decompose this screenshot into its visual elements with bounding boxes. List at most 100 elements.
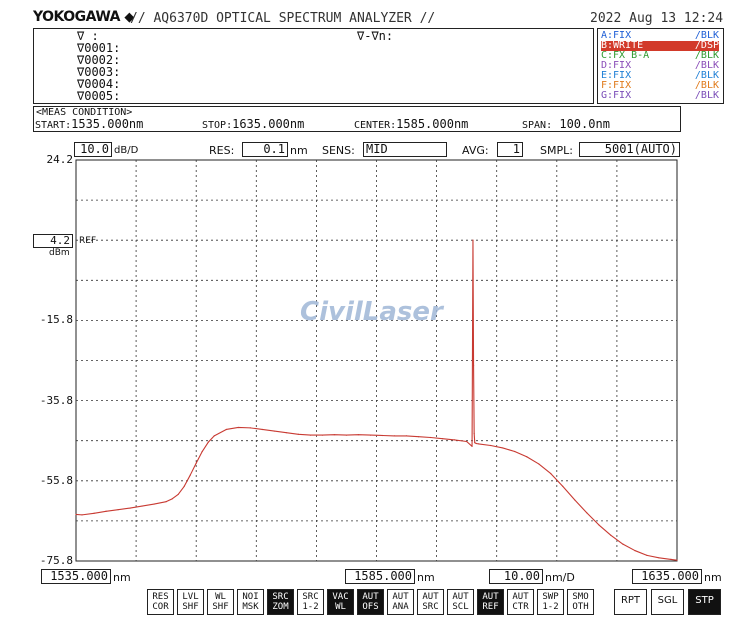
trace-lines — [75, 239, 678, 561]
trace-point — [183, 485, 185, 488]
marker-list: ∇0001: ∇0002: ∇0003: ∇0004: ∇0005: — [77, 42, 120, 102]
meas-center: CENTER:1585.000nm — [354, 118, 468, 132]
softkey-line1: SMO — [572, 592, 589, 602]
trace-item[interactable]: D:FIX/BLK — [601, 61, 719, 71]
softkey-line1: AUT — [512, 592, 529, 602]
trace-point — [333, 434, 336, 436]
trace-item[interactable]: E:FIX/BLK — [601, 71, 719, 81]
avg-field[interactable]: 1 — [497, 142, 523, 157]
instrument-title: // AQ6370D OPTICAL SPECTRUM ANALYZER // — [130, 11, 436, 26]
softkey-aut-scl[interactable]: AUT SCL — [447, 589, 474, 615]
x-stop-field[interactable]: 1635.000 — [632, 569, 702, 584]
softkey-line2: COR — [152, 602, 169, 612]
marker-row: ∇0002: — [77, 53, 121, 67]
marker-header-left: ∇ : — [77, 29, 99, 43]
scale-field[interactable]: 10.0 — [74, 142, 112, 157]
trace-point — [201, 450, 203, 453]
softkey-src-1-2[interactable]: SRC 1-2 — [297, 589, 324, 615]
x-center-field[interactable]: 1585.000 — [345, 569, 415, 584]
trace-point — [309, 434, 311, 436]
softkey-smo-oth[interactable]: SMO OTH — [567, 589, 594, 615]
softkey-line1: SWP — [542, 592, 559, 602]
trace-point — [249, 427, 251, 429]
trace-point — [165, 501, 167, 503]
trace-point — [472, 239, 474, 241]
meas-stop: STOP:1635.000nm — [202, 118, 304, 132]
marker-row: ∇0005: — [77, 89, 121, 103]
sens-field[interactable]: MID — [363, 142, 447, 157]
trace-point — [574, 499, 576, 501]
trace-point — [670, 558, 672, 561]
trace-point — [237, 426, 239, 429]
softkey-aut-src[interactable]: AUT SRC — [417, 589, 444, 615]
meas-span: SPAN: 100.0nm — [522, 118, 610, 132]
softkey-line2: REF — [482, 602, 499, 612]
trace-mode: /BLK — [694, 90, 719, 101]
center-value: 1585.000nm — [396, 117, 469, 131]
brand-name: YOKOGAWA — [33, 9, 121, 25]
trace-name: D:FIX — [601, 60, 632, 71]
trace-point — [93, 512, 95, 514]
trace-item[interactable]: C:FX B-A/BLK — [601, 51, 719, 61]
trace-point — [75, 513, 77, 516]
softkey-line2: WL — [335, 602, 346, 612]
ref-marker-label: REF — [79, 236, 96, 246]
trace-mode: /BLK — [694, 50, 719, 61]
stop-value: 1635.000nm — [232, 117, 305, 131]
center-label: CENTER: — [354, 120, 397, 131]
softkey-res-cor[interactable]: RES COR — [147, 589, 174, 615]
softkey-line2: 1-2 — [302, 602, 319, 612]
trace-mode: /BLK — [694, 30, 719, 41]
softkey-line1: AUT — [422, 592, 439, 602]
softkey-aut-ref[interactable]: AUT REF — [477, 589, 504, 615]
trace-point — [141, 505, 143, 507]
sgl-button[interactable]: SGL — [651, 589, 684, 615]
ref-level-field[interactable]: 4.2 — [33, 234, 73, 248]
res-field[interactable]: 0.1 — [242, 142, 288, 157]
trace-point — [475, 442, 477, 445]
trace-panel: A:FIX/BLK B:WRITE/DSP C:FX B-A/BLK D:FIX/BL… — [597, 28, 724, 104]
x-div-unit: nm/D — [545, 571, 575, 584]
smpl-label: SMPL: — [540, 144, 573, 157]
trace-point — [454, 439, 456, 441]
trace-item[interactable]: G:FIX/BLK — [601, 91, 719, 101]
softkey-line1: SRC — [302, 592, 319, 602]
trace-item[interactable]: A:FIX/BLK — [601, 31, 719, 41]
softkey-noi-msk[interactable]: NOI MSK — [237, 589, 264, 615]
spectrum-trace — [75, 239, 678, 561]
x-start-unit: nm — [113, 571, 131, 584]
trace-point — [189, 474, 191, 476]
trace-point — [357, 434, 360, 436]
y-tick-label: -75.8 — [39, 554, 73, 567]
x-start-field[interactable]: 1535.000 — [41, 569, 111, 584]
softkey-wl-shf[interactable]: WL SHF — [207, 589, 234, 615]
span-label: SPAN: — [522, 120, 553, 131]
x-div-field[interactable]: 10.00 — [489, 569, 543, 584]
softkey-lvl-shf[interactable]: LVL SHF — [177, 589, 204, 615]
trace-point — [195, 462, 197, 464]
softkey-line2: ZOM — [272, 602, 289, 612]
trace-point — [598, 524, 600, 526]
trace-point — [538, 463, 540, 465]
stp-button[interactable]: STP — [688, 589, 721, 615]
softkey-line1: AUT — [452, 592, 469, 602]
brand-logo: YOKOGAWA ◆ — [33, 9, 134, 25]
softkey-aut-ofs[interactable]: AUT OFS — [357, 589, 384, 615]
softkey-vac-wl[interactable]: VAC WL — [327, 589, 354, 615]
trace-mode: /BLK — [694, 60, 719, 71]
rpt-button[interactable]: RPT — [614, 589, 647, 615]
trace-item[interactable]: F:FIX/BLK — [601, 81, 719, 91]
sens-label: SENS: — [322, 144, 355, 157]
trace-name: B:WRITE — [601, 40, 644, 51]
softkey-aut-ana[interactable]: AUT ANA — [387, 589, 414, 615]
softkey-line2: OFS — [362, 602, 379, 612]
trace-item[interactable]: B:WRITE/DSP — [601, 41, 719, 51]
softkey-src-zom[interactable]: SRC ZOM — [267, 589, 294, 615]
softkey-swp-1-2[interactable]: SWP 1-2 — [537, 589, 564, 615]
softkey-aut-ctr[interactable]: AUT CTR — [507, 589, 534, 615]
trace-point — [490, 444, 492, 447]
trace-mode: /BLK — [694, 80, 719, 91]
marker-header-right: ∇-∇n: — [357, 29, 394, 43]
smpl-field[interactable]: 5001(AUTO) — [579, 142, 680, 157]
